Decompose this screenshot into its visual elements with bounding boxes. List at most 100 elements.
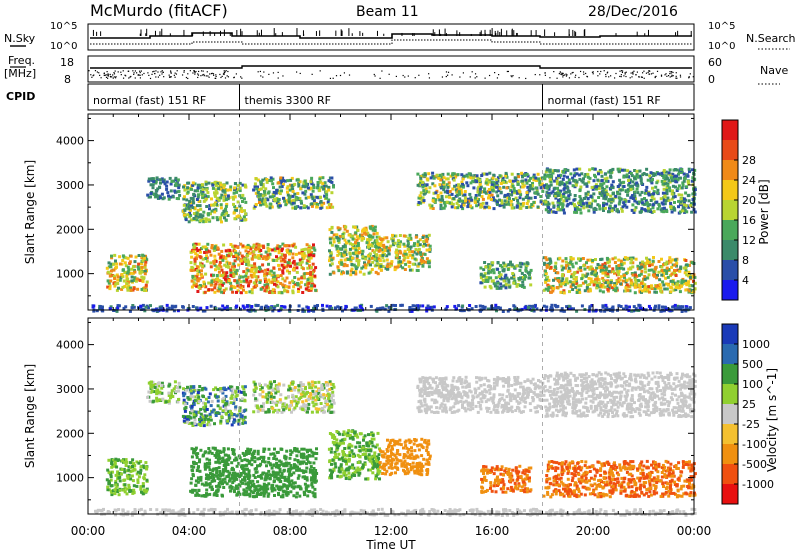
range-cell — [618, 278, 622, 282]
range-cell — [324, 184, 328, 188]
range-cell — [675, 168, 679, 172]
range-cell — [613, 282, 617, 286]
range-cell — [534, 186, 538, 190]
range-cell — [622, 267, 626, 271]
range-cell — [455, 201, 459, 205]
range-cell — [222, 291, 225, 295]
range-cell — [566, 175, 569, 179]
range-cell — [382, 243, 386, 247]
range-cell — [122, 306, 126, 310]
range-cell — [403, 244, 407, 248]
range-cell — [560, 307, 564, 311]
range-cell — [625, 173, 629, 177]
range-cell — [441, 172, 445, 176]
range-cell — [620, 207, 624, 211]
range-cell — [341, 233, 345, 237]
range-cell — [280, 305, 284, 308]
range-cell — [686, 180, 690, 184]
range-cell — [273, 305, 277, 309]
range-cell — [431, 199, 435, 203]
nave-dot — [161, 70, 163, 72]
range-cell — [198, 204, 202, 208]
range-cell — [481, 190, 485, 194]
range-cell — [664, 170, 668, 174]
range-cell — [351, 256, 354, 260]
range-cell — [186, 213, 190, 217]
nave-dot — [203, 75, 205, 77]
range-cell — [344, 241, 348, 245]
range-cell — [276, 256, 280, 260]
range-cell — [685, 185, 689, 189]
range-cell — [603, 285, 607, 289]
range-cell — [443, 190, 447, 194]
range-cell — [557, 277, 561, 280]
range-cell — [487, 307, 490, 311]
range-cell — [168, 195, 172, 199]
range-cell — [339, 251, 343, 255]
range-cell — [546, 200, 550, 204]
range-cell — [268, 195, 272, 199]
colorbar-swatch — [722, 160, 738, 181]
range-cell — [532, 173, 536, 177]
range-cell — [487, 263, 491, 267]
range-cell — [610, 183, 614, 187]
range-cell — [605, 266, 609, 270]
range-cell — [634, 307, 638, 311]
nave-dot — [112, 74, 114, 76]
range-cell — [215, 216, 219, 220]
range-cell — [539, 200, 543, 204]
range-cell — [644, 270, 648, 274]
range-cell — [341, 234, 345, 238]
range-cell — [598, 169, 602, 172]
range-cell — [571, 257, 575, 261]
y-tick-label: 4000 — [56, 135, 84, 148]
range-cell — [437, 176, 441, 180]
range-cell — [423, 242, 426, 246]
nave-dot — [654, 76, 656, 78]
range-cell — [499, 286, 503, 290]
range-cell — [492, 181, 496, 185]
range-cell — [650, 284, 653, 288]
range-cell — [307, 289, 311, 292]
range-cell — [679, 210, 682, 214]
range-cell — [615, 264, 619, 268]
range-cell — [302, 248, 306, 252]
range-cell — [534, 176, 538, 180]
range-cell — [325, 196, 329, 200]
range-cell — [313, 274, 317, 278]
range-cell — [194, 252, 198, 256]
range-cell — [557, 174, 560, 178]
range-cell — [491, 198, 495, 202]
range-cell — [313, 284, 317, 288]
range-cell — [684, 263, 688, 267]
range-cell — [403, 256, 407, 260]
range-cell — [427, 265, 431, 269]
range-cell — [674, 180, 678, 184]
range-cell — [510, 276, 514, 280]
range-cell — [363, 261, 366, 265]
colorbar-swatch — [722, 240, 738, 261]
range-cell — [395, 254, 399, 257]
range-cell — [587, 205, 591, 209]
range-cell — [662, 263, 665, 267]
range-cell — [297, 184, 301, 188]
range-cell — [256, 275, 260, 279]
range-cell — [283, 254, 287, 258]
nave-dot — [629, 77, 631, 79]
nave-dot — [227, 76, 230, 78]
range-cell — [589, 277, 593, 281]
range-cell — [222, 271, 225, 275]
range-cell — [662, 198, 666, 202]
range-cell — [261, 182, 265, 186]
range-cell — [518, 277, 521, 281]
range-cell — [328, 237, 332, 241]
range-cell — [611, 185, 615, 189]
range-cell — [461, 207, 465, 211]
range-cell — [132, 305, 136, 309]
range-cell — [657, 304, 661, 308]
nave-dot — [563, 74, 566, 76]
range-cell — [496, 261, 500, 265]
range-cell — [442, 188, 446, 192]
range-cell — [237, 252, 241, 256]
range-cell — [390, 260, 394, 264]
